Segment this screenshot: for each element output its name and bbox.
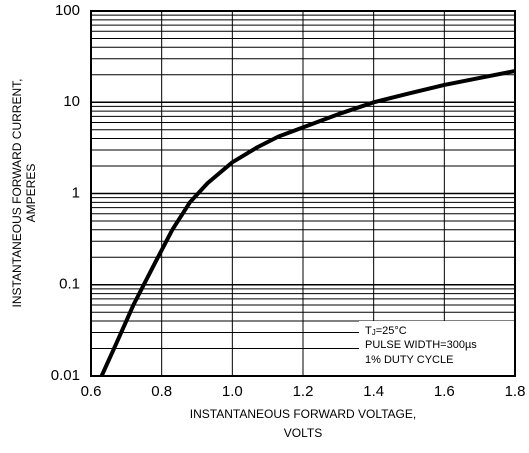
x-tick-label: 1.0: [222, 383, 243, 400]
annotation-temperature: TJ=25°C: [365, 325, 407, 337]
annotation-background: [359, 321, 515, 376]
x-tick-label: 1.8: [505, 383, 526, 400]
x-axis-title-line-2: VOLTS: [284, 426, 322, 440]
y-tick-label: 0.01: [51, 367, 80, 384]
annotation-duty-cycle: 1% DUTY CYCLE: [365, 354, 453, 366]
y-axis-title-line-1: INSTANTANEOUS FORWARD CURRENT,: [10, 79, 24, 308]
y-tick-label: 100: [55, 2, 80, 19]
grid: [90, 11, 516, 377]
plot-frame: [90, 10, 516, 377]
tick-labels: 0.6 0.8 1.0 1.2 1.4 1.6 1.8 0.01 0.1 1 10 100: [51, 2, 526, 400]
y-axis-title-line-2: AMPERES: [24, 164, 38, 223]
x-tick-label: 1.6: [434, 383, 455, 400]
x-tick-label: 0.6: [81, 383, 102, 400]
y-tick-label: 0.1: [59, 276, 80, 293]
x-axis-title-line-1: INSTANTANEOUS FORWARD VOLTAGE,: [190, 407, 416, 421]
x-tick-label: 0.8: [151, 383, 172, 400]
series-layer: [99, 69, 516, 377]
x-tick-label: 1.4: [363, 383, 384, 400]
annotation-box: TJ=25°C PULSE WIDTH=300µs 1% DUTY CYCLE: [359, 321, 515, 376]
y-tick-label: 1: [72, 184, 80, 201]
series-line-0: [99, 69, 516, 377]
x-tick-label: 1.2: [293, 383, 314, 400]
annotation-pulse-width: PULSE WIDTH=300µs: [365, 339, 477, 351]
y-tick-label: 10: [63, 93, 80, 110]
